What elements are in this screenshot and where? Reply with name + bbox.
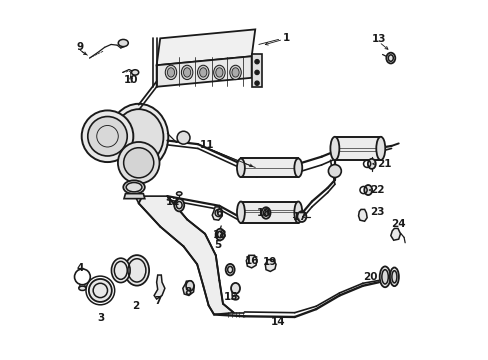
Ellipse shape (109, 104, 168, 170)
Polygon shape (212, 207, 222, 220)
Ellipse shape (294, 158, 302, 177)
Text: 7: 7 (154, 296, 161, 306)
Text: 1: 1 (283, 33, 290, 43)
Ellipse shape (389, 267, 398, 286)
Ellipse shape (391, 271, 396, 283)
Text: 23: 23 (369, 207, 384, 217)
Ellipse shape (229, 65, 241, 80)
Ellipse shape (114, 109, 163, 165)
Ellipse shape (118, 40, 128, 46)
Ellipse shape (176, 192, 182, 195)
Ellipse shape (379, 266, 389, 287)
Text: 18: 18 (212, 230, 227, 239)
Ellipse shape (174, 199, 184, 211)
Polygon shape (334, 137, 380, 160)
Polygon shape (265, 260, 276, 271)
Circle shape (88, 117, 127, 156)
Circle shape (254, 81, 259, 85)
Polygon shape (251, 54, 261, 87)
Text: 19: 19 (263, 257, 277, 267)
Circle shape (89, 279, 112, 302)
Ellipse shape (330, 137, 339, 160)
Ellipse shape (197, 65, 208, 80)
Text: 6: 6 (215, 208, 223, 218)
Ellipse shape (364, 185, 371, 195)
Polygon shape (241, 202, 298, 223)
Polygon shape (183, 281, 194, 296)
Ellipse shape (376, 137, 385, 160)
Text: 3: 3 (97, 313, 104, 323)
Text: 8: 8 (184, 287, 191, 297)
Ellipse shape (225, 264, 234, 275)
Ellipse shape (231, 68, 239, 77)
Text: 9: 9 (77, 42, 83, 52)
Circle shape (81, 111, 133, 162)
Text: 24: 24 (390, 219, 405, 229)
Polygon shape (156, 56, 251, 87)
Text: 2: 2 (132, 301, 140, 311)
Circle shape (118, 142, 159, 184)
Ellipse shape (294, 202, 302, 223)
Circle shape (254, 59, 259, 64)
Text: 15: 15 (223, 292, 238, 302)
Text: 5: 5 (214, 239, 221, 249)
Circle shape (177, 131, 190, 144)
Text: 11: 11 (199, 140, 214, 150)
Text: 22: 22 (369, 185, 384, 195)
Circle shape (328, 165, 341, 177)
Text: 18: 18 (257, 208, 271, 218)
Ellipse shape (183, 68, 190, 77)
Polygon shape (124, 194, 144, 199)
Ellipse shape (124, 255, 149, 285)
Polygon shape (135, 196, 233, 315)
Ellipse shape (181, 65, 192, 80)
Text: 13: 13 (371, 35, 386, 44)
Text: 16: 16 (244, 256, 258, 266)
Ellipse shape (111, 258, 130, 283)
Ellipse shape (215, 229, 224, 240)
Polygon shape (246, 255, 257, 268)
Polygon shape (358, 210, 366, 221)
Circle shape (254, 70, 259, 75)
Polygon shape (241, 158, 298, 177)
Ellipse shape (215, 68, 223, 77)
Ellipse shape (185, 281, 194, 291)
Polygon shape (156, 30, 255, 65)
Ellipse shape (165, 65, 176, 80)
Circle shape (123, 148, 153, 178)
Polygon shape (154, 275, 164, 299)
Ellipse shape (367, 159, 375, 169)
Ellipse shape (131, 70, 139, 75)
Ellipse shape (237, 202, 244, 223)
Ellipse shape (381, 270, 387, 284)
Text: 12: 12 (166, 197, 181, 207)
Ellipse shape (232, 296, 238, 300)
Ellipse shape (199, 68, 206, 77)
Ellipse shape (167, 68, 174, 77)
Ellipse shape (230, 283, 240, 294)
Text: 14: 14 (271, 317, 285, 327)
Ellipse shape (237, 158, 244, 177)
Polygon shape (390, 228, 400, 240)
Text: 17: 17 (292, 212, 307, 221)
Ellipse shape (261, 207, 270, 219)
Ellipse shape (123, 180, 144, 194)
Ellipse shape (79, 286, 86, 291)
Ellipse shape (213, 65, 224, 80)
Text: 21: 21 (376, 159, 391, 169)
Text: 20: 20 (362, 272, 377, 282)
Text: 4: 4 (77, 263, 84, 273)
Text: 10: 10 (124, 75, 139, 85)
Ellipse shape (386, 53, 394, 63)
Ellipse shape (297, 211, 306, 222)
